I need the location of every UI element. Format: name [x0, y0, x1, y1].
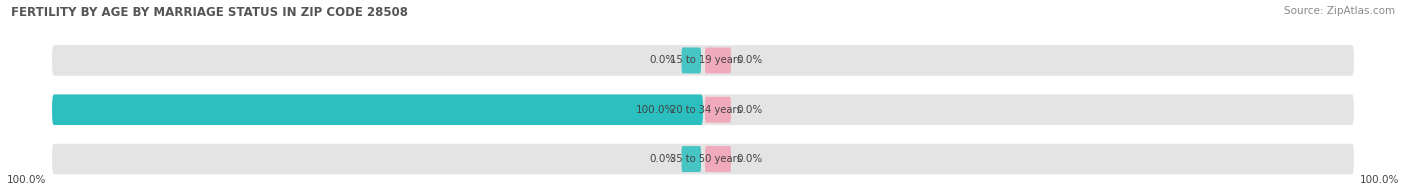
FancyBboxPatch shape: [682, 97, 702, 123]
FancyBboxPatch shape: [704, 146, 731, 172]
FancyBboxPatch shape: [704, 97, 731, 123]
Text: 35 to 50 years: 35 to 50 years: [671, 154, 742, 164]
Text: 100.0%: 100.0%: [1360, 175, 1399, 185]
Text: 15 to 19 years: 15 to 19 years: [671, 55, 742, 65]
Text: 0.0%: 0.0%: [737, 55, 763, 65]
Text: 0.0%: 0.0%: [737, 154, 763, 164]
FancyBboxPatch shape: [704, 47, 731, 74]
Text: 0.0%: 0.0%: [737, 105, 763, 115]
FancyBboxPatch shape: [52, 94, 703, 125]
FancyBboxPatch shape: [52, 94, 1354, 125]
FancyBboxPatch shape: [682, 47, 702, 74]
FancyBboxPatch shape: [52, 144, 1354, 174]
Text: Source: ZipAtlas.com: Source: ZipAtlas.com: [1284, 6, 1395, 16]
Text: 0.0%: 0.0%: [650, 55, 676, 65]
Text: 100.0%: 100.0%: [7, 175, 46, 185]
FancyBboxPatch shape: [52, 45, 1354, 76]
FancyBboxPatch shape: [682, 146, 702, 172]
Text: 20 to 34 years: 20 to 34 years: [671, 105, 742, 115]
Text: 100.0%: 100.0%: [637, 105, 676, 115]
Text: 0.0%: 0.0%: [650, 154, 676, 164]
Text: FERTILITY BY AGE BY MARRIAGE STATUS IN ZIP CODE 28508: FERTILITY BY AGE BY MARRIAGE STATUS IN Z…: [11, 6, 408, 19]
